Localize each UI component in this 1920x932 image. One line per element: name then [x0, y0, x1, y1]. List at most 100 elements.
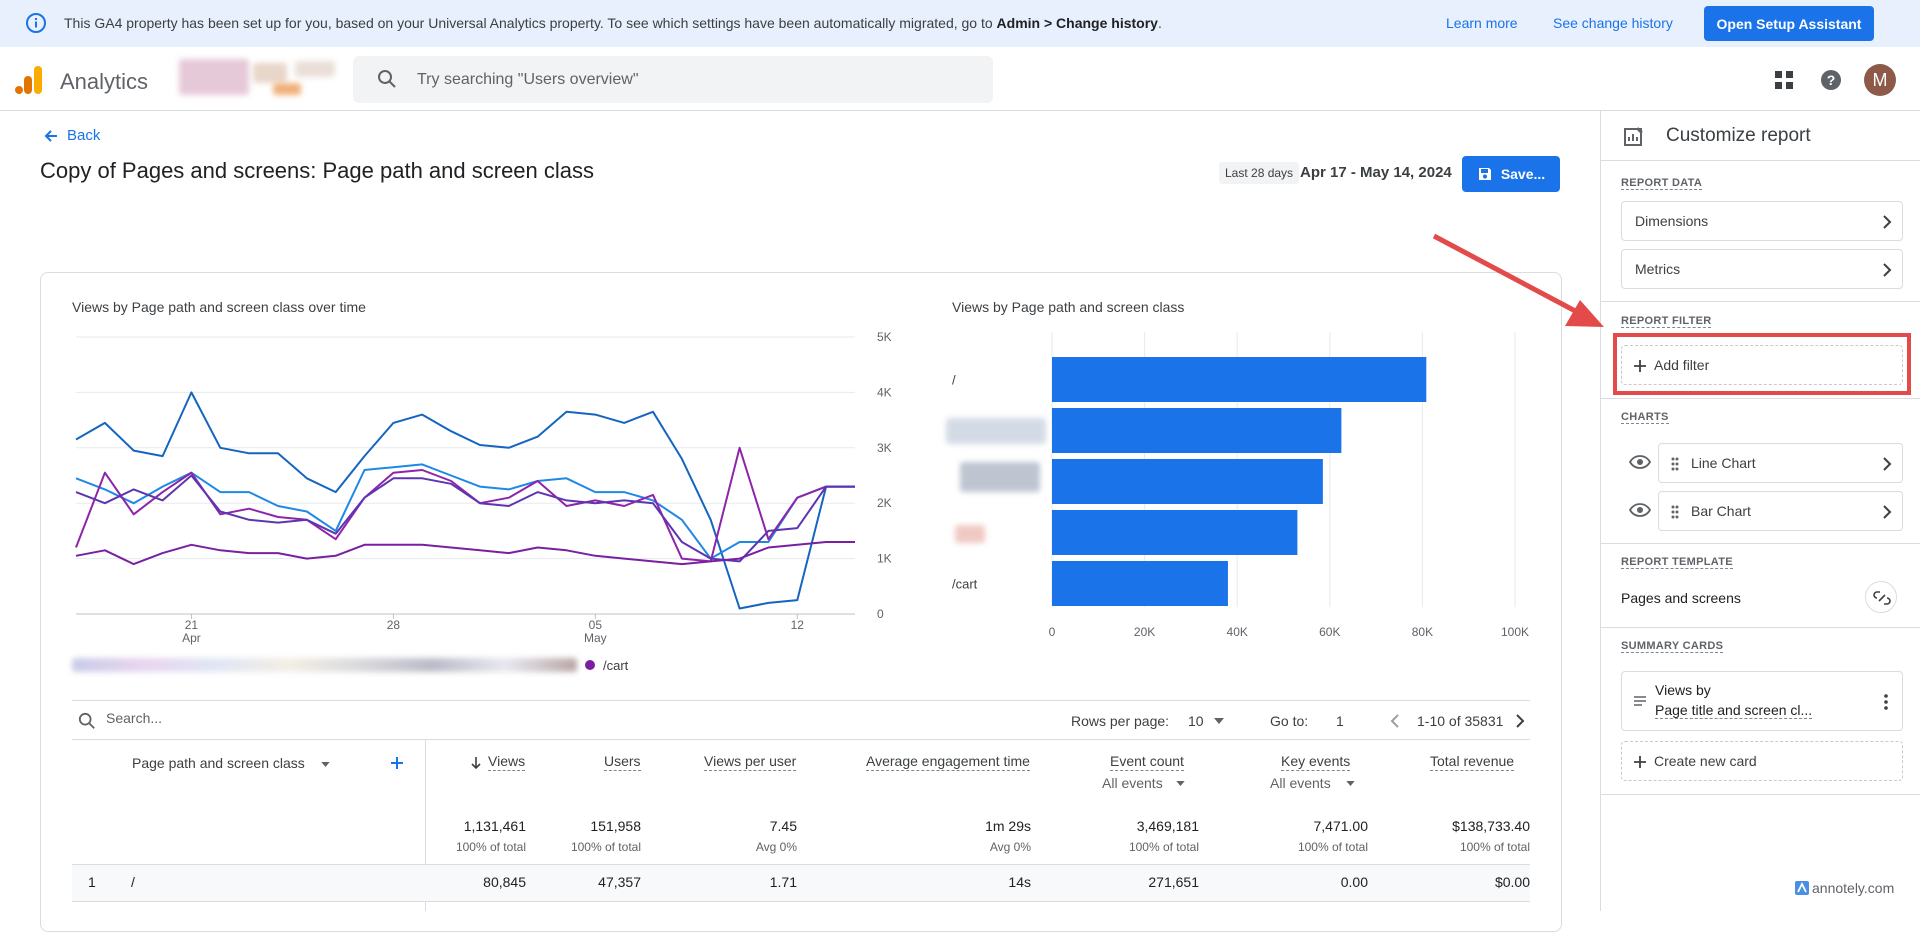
- rows-per-page-select[interactable]: 10: [1188, 713, 1204, 729]
- summary-card-item[interactable]: Views by Page title and screen cl...: [1621, 671, 1903, 731]
- drag-handle-icon[interactable]: [1671, 505, 1679, 519]
- bar-5: [1052, 561, 1228, 606]
- x-tick-label: 60K: [1319, 625, 1340, 639]
- save-button[interactable]: Save...: [1462, 156, 1560, 192]
- caret-down-icon[interactable]: [1176, 781, 1185, 786]
- header-event-count[interactable]: Event count: [1110, 753, 1184, 771]
- x-tick-label: 21: [185, 618, 199, 632]
- charts-label: CHARTS: [1621, 411, 1669, 424]
- metrics-button[interactable]: Metrics: [1621, 249, 1903, 289]
- banner-message: This GA4 property has been set up for yo…: [64, 15, 1162, 31]
- row-divider: [72, 901, 1530, 902]
- account-selector[interactable]: [175, 57, 340, 101]
- info-icon: [26, 13, 46, 33]
- row-metric-value: 271,651: [1148, 874, 1199, 890]
- bar-label: /: [952, 373, 956, 388]
- bar-1: [1052, 357, 1427, 402]
- learn-more-link[interactable]: Learn more: [1446, 15, 1518, 31]
- summary-card-line1: Views by: [1655, 682, 1711, 698]
- annotely-logo-icon: [1795, 881, 1809, 895]
- total-value: 3,469,181: [1136, 818, 1199, 834]
- apps-grid-icon[interactable]: [1774, 70, 1794, 90]
- row-metric-value: 1.71: [769, 874, 797, 890]
- bar-chart[interactable]: 0 20K 40K 60K 80K 100K / /cart: [0, 0, 1560, 650]
- dimensions-button[interactable]: Dimensions: [1621, 201, 1903, 241]
- table-toolbar: Rows per page: 10 Go to: 1 1-10 of 35831: [72, 700, 1530, 740]
- unlink-template-button[interactable]: [1865, 581, 1897, 613]
- y-tick-label: 4K: [877, 385, 892, 399]
- x-tick-label: 12: [791, 618, 805, 632]
- series-line-1: [75, 391, 855, 610]
- customize-report-panel: Customize report REPORT DATA Dimensions …: [1600, 111, 1920, 911]
- blurred-account-badge: [273, 83, 301, 95]
- add-dimension-icon[interactable]: [390, 756, 404, 770]
- row-metric-value: 47,357: [598, 874, 641, 890]
- search-input[interactable]: [417, 67, 937, 93]
- line-chart-item[interactable]: Line Chart: [1658, 443, 1903, 483]
- header-views-per-user[interactable]: Views per user: [704, 753, 797, 771]
- key-events-filter[interactable]: All events: [1270, 775, 1331, 791]
- back-link[interactable]: Back: [43, 127, 100, 144]
- see-change-history-link[interactable]: See change history: [1553, 15, 1673, 31]
- create-card-button[interactable]: Create new card: [1621, 741, 1903, 781]
- row-metric-value: 14s: [1008, 874, 1031, 890]
- caret-down-icon[interactable]: [321, 762, 330, 767]
- blurred-legend-entries: [72, 658, 577, 672]
- legend-label[interactable]: /cart: [603, 657, 629, 673]
- bar-chart-title: Views by Page path and screen class: [952, 299, 1185, 315]
- add-filter-button[interactable]: Add filter: [1621, 345, 1903, 385]
- banner-message-bold[interactable]: Admin > Change history: [996, 15, 1158, 31]
- blurred-bar-label-4: [955, 525, 985, 543]
- row-page-path[interactable]: /: [131, 874, 135, 890]
- chevron-right-icon: [1883, 215, 1892, 229]
- back-label: Back: [67, 127, 101, 144]
- customize-icon: [1624, 127, 1643, 146]
- bar-chart-label: Bar Chart: [1691, 503, 1751, 519]
- summary-cards-label: SUMMARY CARDS: [1621, 640, 1724, 653]
- header-total-revenue[interactable]: Total revenue: [1430, 753, 1515, 771]
- panel-divider: [1601, 398, 1920, 399]
- event-count-filter[interactable]: All events: [1102, 775, 1163, 791]
- drag-handle-icon[interactable]: [1671, 457, 1679, 471]
- x-tick-label: 40K: [1227, 625, 1248, 639]
- row-divider: [72, 864, 1530, 865]
- bar-4: [1052, 510, 1298, 555]
- x-tick-label: 20K: [1134, 625, 1155, 639]
- sort-desc-icon[interactable]: [470, 756, 482, 770]
- analytics-logo-icon[interactable]: [14, 65, 44, 95]
- bar-chart-item[interactable]: Bar Chart: [1658, 491, 1903, 531]
- avatar[interactable]: M: [1864, 64, 1896, 96]
- header-views[interactable]: Views: [488, 753, 526, 771]
- eye-icon[interactable]: [1629, 455, 1651, 469]
- table-search-input[interactable]: [106, 710, 406, 726]
- caret-down-icon[interactable]: [1214, 718, 1224, 724]
- search-icon: [78, 712, 95, 729]
- total-value: 7.45: [769, 818, 797, 834]
- blurred-bar-label-2: [946, 418, 1046, 444]
- unlink-icon: [1873, 591, 1891, 605]
- chevron-right-icon[interactable]: [1515, 713, 1525, 729]
- x-tick-label: 05: [589, 618, 603, 632]
- legend-dot-icon: [585, 660, 595, 670]
- report-filter-label: REPORT FILTER: [1621, 315, 1712, 328]
- x-tick-label: 100K: [1501, 625, 1529, 639]
- open-setup-assistant-button[interactable]: Open Setup Assistant: [1704, 6, 1874, 41]
- dimension-header[interactable]: Page path and screen class: [132, 755, 305, 771]
- header-avg-engagement[interactable]: Average engagement time: [866, 753, 1030, 771]
- help-icon[interactable]: ?: [1820, 69, 1842, 91]
- goto-input[interactable]: 1: [1336, 713, 1344, 729]
- table-row[interactable]: [72, 865, 1530, 901]
- header-users[interactable]: Users: [604, 753, 641, 771]
- more-vert-icon[interactable]: [1884, 694, 1888, 710]
- caret-down-icon[interactable]: [1346, 781, 1355, 786]
- panel-header: Customize report: [1601, 111, 1920, 161]
- date-preset-chip[interactable]: Last 28 days: [1219, 162, 1300, 184]
- global-search[interactable]: [353, 56, 993, 103]
- chevron-left-icon[interactable]: [1390, 713, 1400, 729]
- watermark: annotely.com: [1795, 880, 1894, 896]
- header-key-events[interactable]: Key events: [1281, 753, 1351, 771]
- date-range[interactable]: Apr 17 - May 14, 2024: [1300, 164, 1452, 181]
- plus-icon: [1634, 360, 1646, 372]
- eye-icon[interactable]: [1629, 503, 1651, 517]
